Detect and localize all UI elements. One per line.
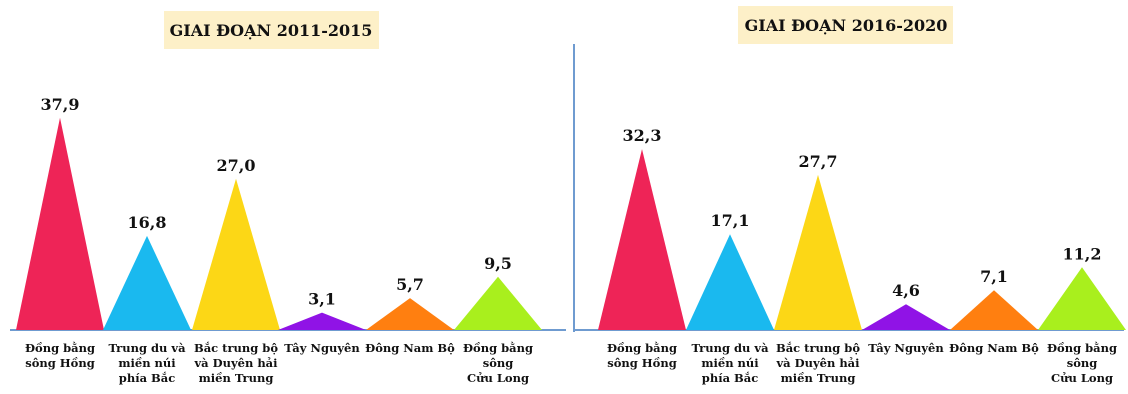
chart-title-box <box>738 6 953 44</box>
triangle-bar <box>278 312 366 330</box>
chart-title: GIAI ĐOẠN 2011-2015 <box>170 21 373 40</box>
triangle-bar <box>366 298 454 330</box>
triangle-bar <box>454 276 542 330</box>
data-label: 11,2 <box>1063 244 1102 263</box>
chart-panel-1: GIAI ĐOẠN 2011-2015 37,9 Đồng bằng sông Hồn… <box>10 11 566 385</box>
data-label: 4,6 <box>892 281 920 300</box>
category-label: Tây Nguyên <box>284 341 360 355</box>
triangle-bar <box>686 234 774 330</box>
data-label: 27,7 <box>799 152 838 171</box>
category-label: Đồng bằng sông Hồng <box>25 341 95 370</box>
data-label: 17,1 <box>711 211 750 230</box>
category-label: Đông Nam Bộ <box>365 341 455 355</box>
triangle-bar <box>1038 267 1126 330</box>
category-label: Đông Nam Bộ <box>949 341 1039 355</box>
data-label: 37,9 <box>41 95 80 114</box>
triangle-bar <box>950 290 1038 330</box>
data-label: 16,8 <box>128 213 167 232</box>
category-label: Trung du và miền núi phía Bắc <box>108 341 186 385</box>
data-label: 3,1 <box>308 290 336 309</box>
triangle-bar <box>774 174 862 330</box>
data-label: 9,5 <box>484 254 512 273</box>
data-label: 7,1 <box>980 267 1008 286</box>
category-label: Bắc trung bộ và Duyên hải miền Trung <box>775 341 860 385</box>
category-label: Đồng bằng sông Cửu Long <box>463 341 533 385</box>
triangle-bar <box>16 117 104 330</box>
data-label: 32,3 <box>623 126 662 145</box>
category-label: Bắc trung bộ và Duyên hải miền Trung <box>193 341 278 385</box>
triangle-bar <box>192 178 280 330</box>
chart-panel-2: GIAI ĐOẠN 2016-2020 32,3 Đồng bằng sông Hồn… <box>575 6 1126 385</box>
triangle-bar <box>862 304 950 330</box>
chart-title: GIAI ĐOẠN 2016-2020 <box>745 16 948 35</box>
category-label: Đồng bằng sông Hồng <box>607 341 677 370</box>
data-label: 27,0 <box>217 156 256 175</box>
category-label: Đồng bằng sông Cửu Long <box>1047 341 1117 385</box>
category-label: Trung du và miền núi phía Bắc <box>691 341 769 385</box>
data-label: 5,7 <box>396 275 424 294</box>
triangle-bar <box>103 235 191 330</box>
chart-title-box <box>164 11 379 49</box>
triangle-bar <box>598 149 686 330</box>
category-label: Tây Nguyên <box>868 341 944 355</box>
